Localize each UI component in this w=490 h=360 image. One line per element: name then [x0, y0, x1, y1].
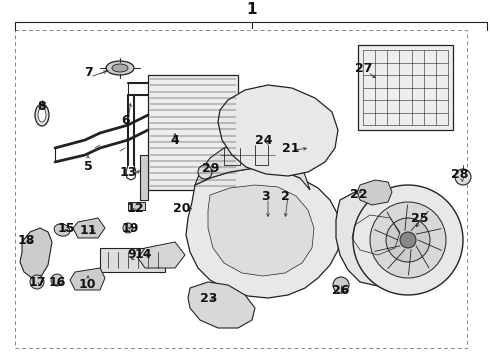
Text: 29: 29: [202, 162, 220, 175]
Polygon shape: [188, 282, 255, 328]
Text: 8: 8: [38, 100, 47, 113]
Bar: [15, 30, 467, 348]
Circle shape: [455, 169, 471, 185]
Text: 21: 21: [282, 141, 300, 154]
Text: 22: 22: [350, 189, 368, 202]
Text: 7: 7: [84, 66, 93, 78]
Circle shape: [353, 185, 463, 295]
Text: 11: 11: [79, 224, 97, 237]
Text: 24: 24: [255, 134, 273, 147]
Text: 13: 13: [119, 166, 137, 179]
Circle shape: [400, 232, 416, 248]
Text: 14: 14: [134, 248, 152, 261]
Text: 20: 20: [173, 202, 191, 215]
Text: 2: 2: [281, 189, 290, 202]
Circle shape: [333, 277, 349, 293]
Circle shape: [30, 275, 44, 289]
Polygon shape: [148, 75, 238, 190]
Text: 3: 3: [261, 189, 270, 202]
Ellipse shape: [35, 104, 49, 126]
Polygon shape: [288, 118, 328, 148]
Polygon shape: [73, 218, 105, 238]
Circle shape: [123, 223, 133, 233]
Text: 10: 10: [78, 279, 96, 292]
Polygon shape: [336, 188, 418, 286]
Polygon shape: [138, 242, 185, 268]
Text: 12: 12: [126, 202, 144, 215]
Text: 5: 5: [84, 161, 93, 174]
Ellipse shape: [106, 61, 134, 75]
Polygon shape: [140, 155, 148, 200]
Polygon shape: [128, 202, 145, 210]
Circle shape: [370, 202, 446, 278]
Text: 28: 28: [451, 168, 469, 181]
Polygon shape: [218, 85, 338, 176]
Text: 19: 19: [122, 221, 139, 234]
Circle shape: [198, 165, 212, 179]
Text: 23: 23: [200, 292, 218, 305]
Text: 27: 27: [355, 62, 373, 75]
Text: 25: 25: [411, 211, 429, 225]
Circle shape: [386, 218, 430, 262]
Circle shape: [51, 274, 63, 286]
Polygon shape: [100, 248, 165, 272]
Ellipse shape: [112, 64, 128, 72]
Text: 4: 4: [171, 134, 179, 147]
Polygon shape: [357, 180, 392, 205]
Text: 18: 18: [17, 234, 35, 247]
Polygon shape: [358, 45, 453, 130]
Text: 1: 1: [247, 3, 257, 18]
Polygon shape: [195, 140, 310, 190]
Polygon shape: [20, 228, 52, 278]
Text: 26: 26: [332, 284, 350, 297]
Polygon shape: [240, 105, 308, 140]
Polygon shape: [208, 185, 314, 276]
Text: 15: 15: [57, 221, 75, 234]
Polygon shape: [186, 168, 340, 298]
Text: 17: 17: [28, 275, 46, 288]
Ellipse shape: [38, 108, 46, 122]
Text: 6: 6: [122, 113, 130, 126]
Text: 9: 9: [128, 248, 136, 261]
Ellipse shape: [54, 224, 70, 236]
Polygon shape: [70, 268, 105, 290]
Text: 16: 16: [49, 275, 66, 288]
